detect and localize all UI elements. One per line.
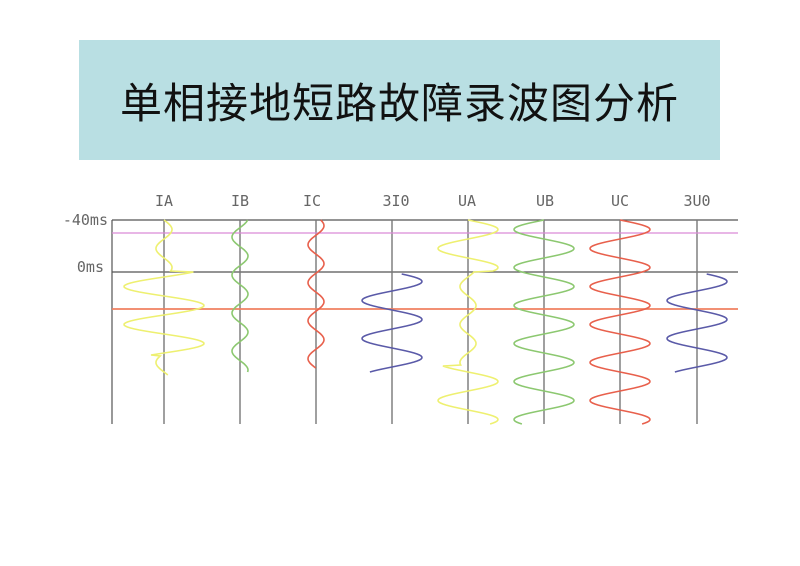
time-label-0: 0ms bbox=[77, 258, 104, 276]
waveform-IA bbox=[123, 219, 205, 376]
channel-label-IC: IC bbox=[303, 192, 321, 210]
channel-label-3U0: 3U0 bbox=[683, 192, 710, 210]
waveform-UB bbox=[513, 219, 575, 425]
waveform-3U0 bbox=[666, 273, 728, 373]
channel-label-IA: IA bbox=[155, 192, 173, 210]
waveform-UA bbox=[437, 219, 499, 425]
channel-label-UB: UB bbox=[536, 192, 554, 210]
page-title: 单相接地短路故障录波图分析 bbox=[119, 78, 679, 128]
channel-label-UC: UC bbox=[611, 192, 629, 210]
waveform-IC bbox=[307, 219, 325, 369]
channel-label-UA: UA bbox=[458, 192, 476, 210]
channel-label-IB: IB bbox=[231, 192, 249, 210]
waveform-IB bbox=[231, 219, 249, 373]
title-banner: 单相接地短路故障录波图分析 bbox=[79, 40, 720, 160]
time-label-minus40: -40ms bbox=[63, 211, 108, 229]
waveform-UC bbox=[589, 219, 651, 425]
channel-label-3I0: 3I0 bbox=[382, 192, 409, 210]
waveform-3I0 bbox=[361, 273, 423, 373]
